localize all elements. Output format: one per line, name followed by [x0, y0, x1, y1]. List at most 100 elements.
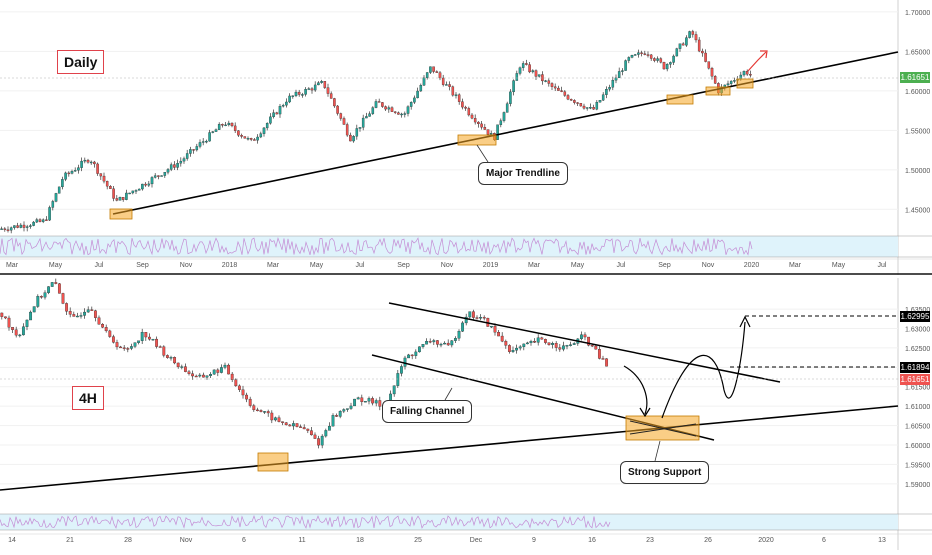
x-tick-label: 18	[356, 537, 364, 544]
candle-body	[217, 124, 221, 130]
candle-body	[285, 101, 288, 106]
candle-body	[669, 62, 672, 65]
x-tick-label: Mar	[528, 262, 541, 269]
candle-body	[358, 127, 362, 129]
candle-body	[528, 64, 531, 73]
candle-body	[249, 138, 253, 140]
candle-body	[342, 118, 346, 125]
candle-body	[73, 170, 77, 172]
candle-body	[243, 136, 247, 139]
x-tick-label: 14	[8, 537, 16, 544]
candle-body	[97, 317, 101, 325]
candle-body	[361, 117, 365, 128]
candle-body	[739, 74, 743, 80]
candle-body	[507, 345, 511, 352]
x-tick-label: Jul	[878, 262, 887, 269]
x-tick-label: Nov	[702, 262, 715, 269]
candle-body	[525, 63, 528, 65]
x-tick-label: Sep	[658, 262, 671, 269]
candle-body	[473, 118, 477, 123]
candle-body	[587, 336, 591, 346]
candle-body	[429, 66, 432, 73]
candle-body	[118, 197, 122, 201]
candle-body	[198, 142, 202, 147]
candle-body	[589, 107, 592, 109]
candle-body	[522, 343, 526, 347]
candle-body	[72, 314, 76, 317]
candle-body	[512, 80, 515, 93]
candle-body	[396, 373, 400, 386]
candle-body	[558, 347, 562, 350]
candle-body	[710, 68, 714, 77]
candle-body	[180, 366, 184, 368]
candle-body	[551, 343, 555, 345]
candle-body	[155, 338, 159, 347]
candle-body	[579, 103, 583, 107]
candle-body	[345, 124, 349, 136]
candle-body	[147, 183, 151, 186]
candle-body	[569, 344, 573, 346]
candle-body	[65, 303, 69, 312]
candle-body	[317, 82, 320, 86]
candle-body	[585, 107, 589, 109]
candle-body	[646, 54, 650, 56]
candle-body	[374, 400, 378, 404]
candle-body	[211, 131, 215, 133]
candle-body	[515, 347, 519, 351]
candle-body	[393, 111, 397, 113]
candle-body	[414, 351, 418, 356]
candle-body	[531, 70, 535, 73]
candle-body	[419, 85, 423, 92]
x-tick-label: 11	[298, 537, 305, 544]
candle-body	[590, 345, 594, 347]
candle-body	[409, 102, 413, 107]
candle-body	[294, 91, 298, 96]
candle-body	[297, 91, 301, 95]
candle-body	[534, 70, 538, 77]
candle-body	[173, 164, 176, 168]
candle-body	[672, 55, 675, 63]
candle-body	[187, 371, 191, 374]
candle-body	[131, 190, 135, 194]
candle-body	[499, 120, 503, 125]
candle-body	[275, 112, 279, 115]
candle-body	[421, 344, 425, 347]
candle-body	[233, 125, 237, 131]
candle-body	[336, 105, 339, 114]
candle-body	[54, 193, 58, 202]
candle-body	[57, 283, 61, 294]
support-trendline	[0, 405, 899, 491]
candle-body	[367, 398, 371, 402]
candle-body	[697, 39, 701, 52]
candle-body	[509, 91, 512, 104]
candle-body	[592, 107, 595, 110]
candle-body	[101, 324, 105, 328]
y-tick-label: 1.61000	[905, 404, 930, 411]
candle-body	[295, 423, 299, 427]
candle-body	[422, 77, 426, 86]
candle-body	[121, 197, 125, 200]
candle-body	[153, 175, 157, 178]
x-tick-label: Jul	[95, 262, 104, 269]
candle-body	[457, 331, 461, 339]
x-tick-label: Jul	[356, 262, 365, 269]
candle-body	[299, 426, 303, 428]
candle-body	[479, 317, 483, 319]
candle-body	[681, 43, 685, 46]
falling-channel-callout: Falling Channel	[382, 400, 473, 423]
candle-body	[406, 106, 410, 114]
candle-body	[227, 122, 231, 126]
candle-body	[461, 322, 465, 332]
callout-pointer	[444, 387, 453, 401]
x-tick-label: 21	[66, 537, 74, 544]
candle-body	[428, 341, 432, 343]
candle-body	[352, 136, 355, 142]
candle-body	[533, 341, 537, 343]
x-tick-label: 6	[822, 537, 826, 544]
callout-pointer	[654, 440, 661, 462]
candle-body	[605, 89, 608, 95]
support-zone	[457, 134, 497, 146]
candle-body	[320, 81, 323, 83]
candle-body	[269, 116, 272, 124]
